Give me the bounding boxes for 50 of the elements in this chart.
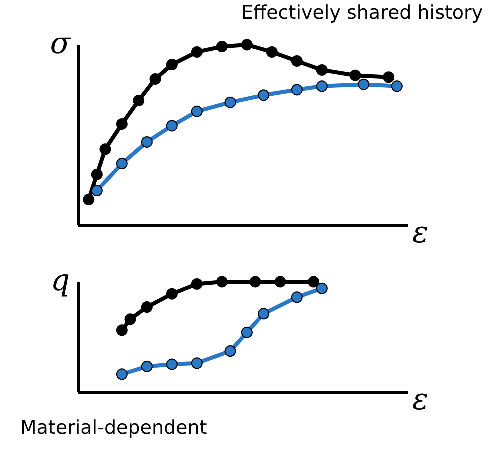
point	[141, 360, 153, 372]
text: Material-dependent	[20, 417, 208, 439]
point	[91, 168, 103, 180]
point	[191, 358, 203, 370]
point	[291, 84, 303, 96]
point	[241, 326, 253, 338]
point	[383, 72, 395, 84]
point	[391, 80, 403, 92]
point	[274, 276, 286, 288]
point	[124, 314, 136, 326]
point	[116, 324, 128, 336]
point	[83, 194, 95, 206]
text: Effectively shared history	[242, 2, 484, 24]
point	[291, 55, 303, 67]
point	[358, 78, 370, 90]
x-axis-title: ε	[412, 382, 429, 418]
y-axis-title: q	[50, 264, 70, 298]
point	[191, 46, 203, 58]
point	[258, 308, 270, 320]
point	[224, 96, 236, 108]
point	[166, 120, 178, 132]
point	[150, 73, 162, 85]
point	[133, 95, 145, 107]
point	[258, 90, 270, 102]
point	[216, 41, 228, 53]
point	[266, 46, 278, 58]
point	[241, 39, 253, 51]
x-axis-title: ε	[412, 216, 429, 250]
point	[166, 59, 178, 71]
point	[166, 358, 178, 370]
point	[91, 185, 103, 197]
point	[308, 276, 320, 288]
point	[291, 292, 303, 304]
point	[224, 346, 236, 358]
point	[316, 282, 328, 294]
point	[141, 136, 153, 148]
point	[250, 276, 262, 288]
point	[191, 106, 203, 118]
point	[116, 158, 128, 170]
point	[216, 276, 228, 288]
point	[100, 144, 112, 156]
point	[116, 118, 128, 130]
point	[166, 288, 178, 300]
point	[316, 80, 328, 92]
point	[116, 368, 128, 380]
point	[141, 302, 153, 314]
point	[350, 70, 362, 82]
point	[316, 64, 328, 76]
y-axis-title: σ	[50, 26, 72, 62]
point	[191, 278, 203, 290]
